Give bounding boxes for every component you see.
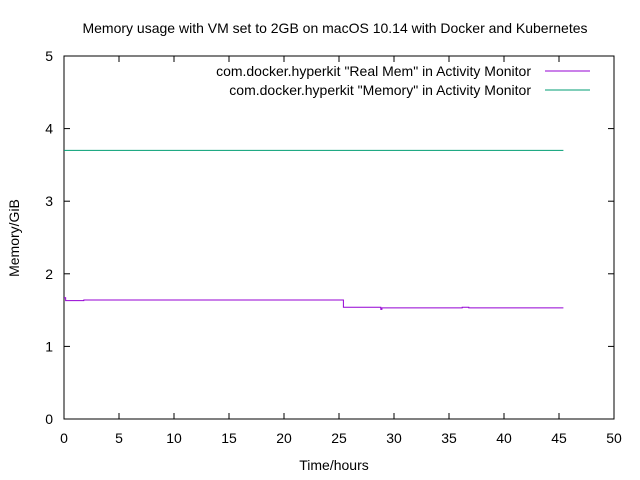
x-axis-label: Time/hours (299, 457, 369, 473)
x-axis-ticks: 0 5 10 15 20 25 30 35 40 45 50 (60, 56, 622, 446)
y-tick-label: 3 (45, 193, 53, 209)
legend: com.docker.hyperkit "Real Mem" in Activi… (216, 63, 590, 98)
series-layer (64, 149, 564, 310)
x-tick-label: 30 (386, 430, 402, 446)
x-tick-label: 5 (115, 430, 123, 446)
y-tick-label: 5 (45, 48, 53, 64)
x-tick-label: 10 (166, 430, 182, 446)
y-axis-label: Memory/GiB (6, 199, 22, 277)
x-tick-label: 40 (496, 430, 512, 446)
series-line-1 (64, 297, 564, 310)
x-tick-label: 45 (551, 430, 567, 446)
y-tick-label: 1 (45, 338, 53, 354)
x-tick-label: 35 (441, 430, 457, 446)
y-tick-label: 0 (45, 411, 53, 427)
chart-title: Memory usage with VM set to 2GB on macOS… (82, 20, 587, 36)
legend-entry-label: com.docker.hyperkit "Memory" in Activity… (229, 82, 531, 98)
y-axis-ticks: 0 1 2 3 4 5 (45, 48, 614, 427)
legend-entry-label: com.docker.hyperkit "Real Mem" in Activi… (216, 63, 531, 79)
x-tick-label: 20 (276, 430, 292, 446)
x-tick-label: 50 (606, 430, 622, 446)
x-tick-label: 25 (331, 430, 347, 446)
y-tick-label: 4 (45, 121, 53, 137)
x-tick-label: 15 (221, 430, 237, 446)
x-tick-label: 0 (60, 430, 68, 446)
y-tick-label: 2 (45, 266, 53, 282)
plot-frame (63, 55, 615, 420)
